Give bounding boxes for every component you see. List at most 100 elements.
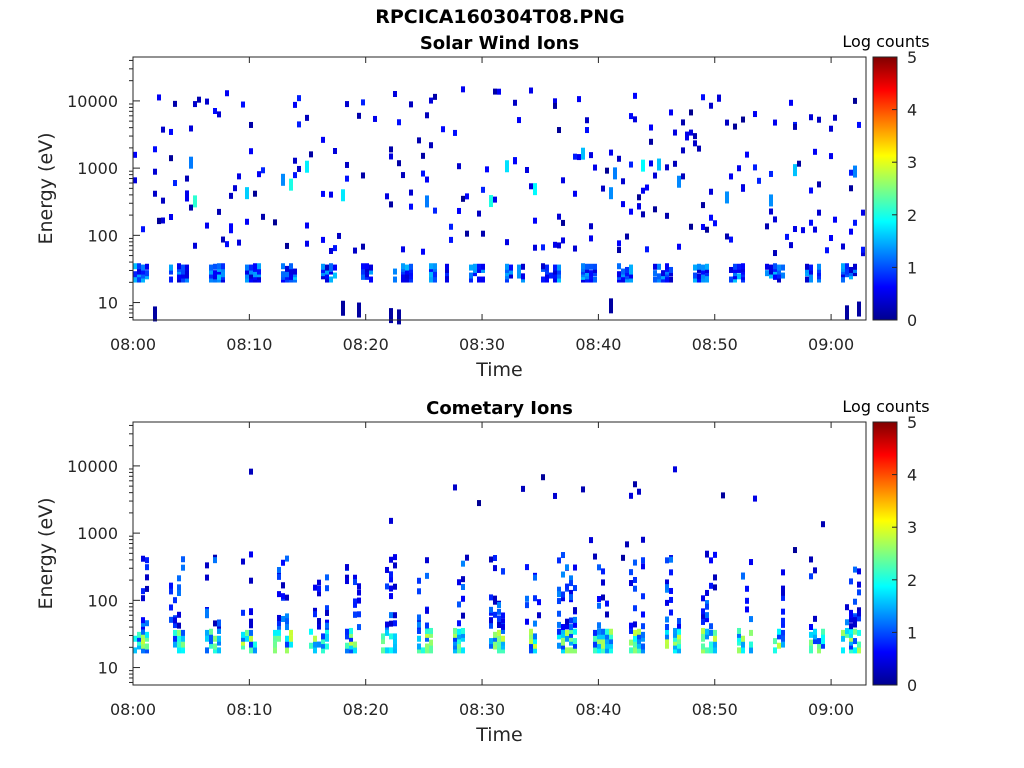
spectrogram-cell (493, 611, 497, 618)
spectrogram-cell (677, 633, 681, 640)
spectrogram-cell (817, 266, 821, 273)
spectrogram-cell (529, 638, 533, 645)
spectrogram-cell (213, 620, 217, 627)
spectrogram-cell (285, 613, 289, 620)
spectrogram-cell (497, 608, 501, 615)
spectrogram-cell (561, 219, 565, 226)
spectrogram-cell (861, 209, 865, 216)
spectrogram-cell (737, 631, 741, 638)
plot-area (133, 57, 866, 320)
spectrogram-cell (733, 266, 737, 273)
x-tick-label: 08:30 (459, 335, 505, 354)
spectrogram-cell (193, 195, 197, 208)
spectrogram-cell (501, 618, 505, 625)
spectrogram-cell (857, 607, 861, 614)
spectrogram-cell (629, 627, 633, 634)
spectrogram-cell (153, 306, 157, 322)
spectrogram-cell (401, 172, 405, 179)
y-axis-label: Energy (eV) (35, 132, 57, 244)
spectrogram-cell (389, 146, 393, 153)
spectrogram-cell (261, 167, 265, 174)
spectrogram-cell (425, 195, 429, 208)
spectrogram-cell (217, 635, 221, 642)
spectrogram-cell (561, 627, 565, 634)
spectrogram-cell (569, 617, 573, 624)
spectrogram-cell (645, 184, 649, 191)
spectrogram-cell (633, 576, 637, 583)
spectrogram-cell (253, 263, 257, 270)
cometary-panel: Cometary Ions 08:00 08:10 08:20 08:30 08:40 08… (35, 397, 930, 746)
spectrogram-cell (145, 631, 149, 638)
spectrogram-cell (781, 629, 785, 636)
spectrogram-cell (633, 481, 637, 488)
spectrogram-cell (137, 276, 141, 283)
spectrogram-cell (585, 263, 589, 270)
spectrogram-cell (565, 564, 569, 571)
spectrogram-cell (409, 276, 413, 283)
spectrogram-cell (261, 213, 265, 220)
spectrogram-cell (677, 642, 681, 649)
spectrogram-cell (541, 474, 545, 481)
spectrogram-cell (633, 559, 637, 566)
spectrogram-cell (133, 177, 137, 184)
spectrogram-cell (181, 272, 185, 279)
spectrogram-cell (497, 615, 501, 622)
spectrogram-cell (853, 266, 857, 273)
spectrogram-cell (249, 264, 253, 271)
spectrogram-cell (853, 165, 857, 178)
spectrogram-cell (605, 628, 609, 635)
spectrogram-cell (781, 617, 785, 624)
spectrogram-cell (493, 643, 497, 650)
spectrogram-cell (205, 222, 209, 229)
spectrogram-cell (325, 585, 329, 592)
spectrogram-cell (841, 263, 845, 270)
spectrogram-cell (857, 589, 861, 596)
spectrogram-cell (637, 203, 641, 210)
spectrogram-cell (397, 160, 401, 167)
spectrogram-cell (809, 276, 813, 283)
spectrogram-cell (861, 246, 865, 253)
spectrogram-cell (693, 133, 697, 140)
spectrogram-cell (745, 151, 749, 158)
spectrogram-cell (673, 631, 677, 638)
spectrogram-cell (737, 273, 741, 280)
spectrogram-cell (557, 268, 561, 275)
spectrogram-cell (653, 276, 657, 283)
spectrogram-cell (641, 643, 645, 650)
spectrogram-cell (585, 127, 589, 134)
spectrogram-cell (173, 100, 177, 107)
spectrogram-cell (737, 165, 741, 172)
spectrogram-cell (773, 273, 777, 280)
x-tick-label: 08:50 (692, 335, 738, 354)
spectrogram-cell (249, 468, 253, 475)
spectrogram-cell (817, 638, 821, 645)
spectrogram-cell (393, 633, 397, 640)
spectrogram-cell (857, 610, 861, 617)
spectrogram-cell (445, 266, 449, 273)
x-tick-label: 08:00 (110, 335, 156, 354)
spectrogram-cell (641, 593, 645, 600)
spectrogram-cell (773, 250, 777, 257)
spectrogram-cell (557, 586, 561, 593)
spectrogram-cell (773, 119, 777, 126)
spectrogram-cell (217, 620, 221, 627)
spectrogram-cell (389, 593, 393, 600)
spectrogram-cell (329, 276, 333, 283)
spectrogram-cell (609, 633, 613, 640)
spectrogram-cell (705, 266, 709, 273)
spectrogram-cell (557, 598, 561, 605)
spectrogram-cell (585, 273, 589, 280)
spectrogram-cell (637, 194, 641, 201)
spectrogram-cell (745, 585, 749, 592)
spectrogram-cell (181, 629, 185, 636)
spectrogram-cell (445, 276, 449, 283)
spectrogram-cell (145, 270, 149, 277)
spectrogram-cell (597, 596, 601, 603)
spectrogram-cell (161, 217, 165, 224)
spectrogram-cell (589, 276, 593, 283)
x-tick-label: 08:10 (226, 335, 272, 354)
spectrogram-cell (817, 273, 821, 280)
spectrogram-cell (281, 593, 285, 600)
spectrogram-cell (749, 616, 753, 623)
spectrogram-cell (273, 641, 277, 648)
